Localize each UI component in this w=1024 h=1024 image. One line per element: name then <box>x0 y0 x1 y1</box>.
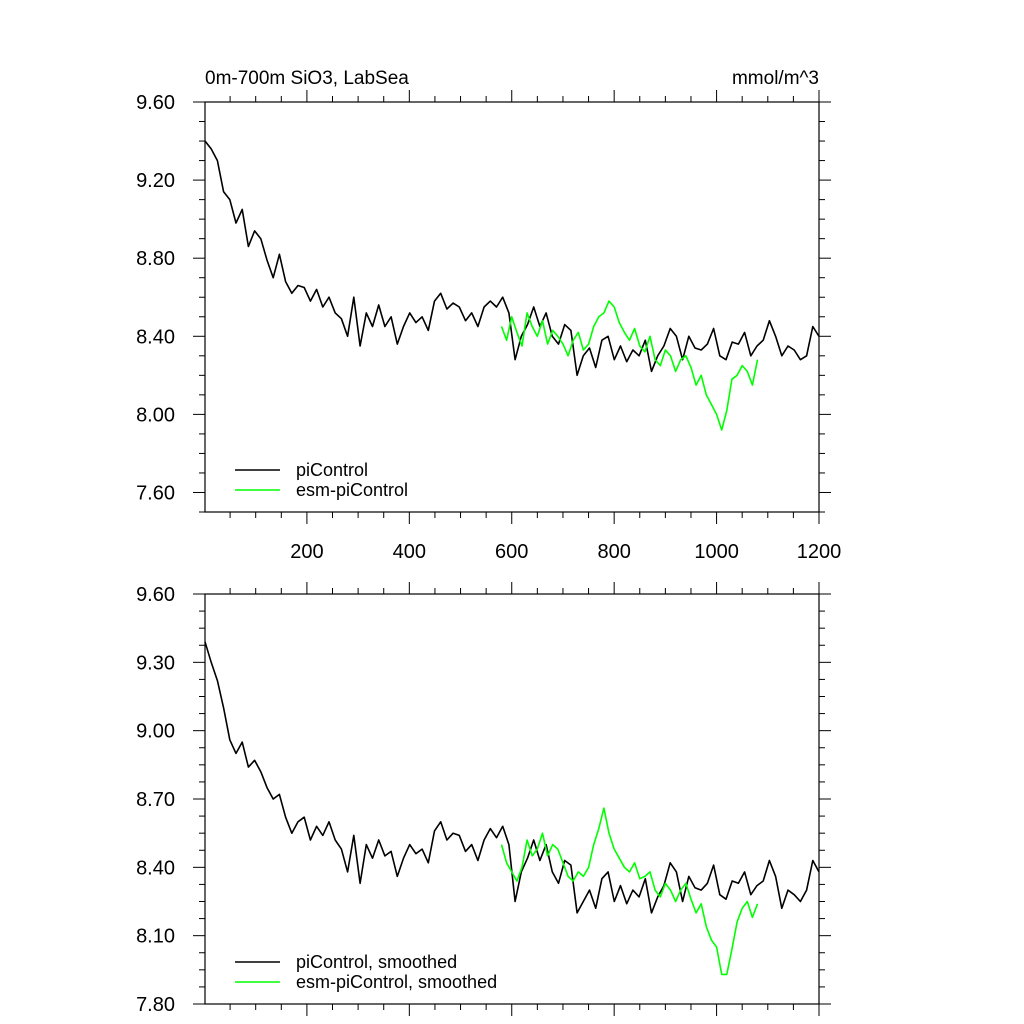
top-panel: 0m-700m SiO3, LabSea mmol/m^3 7.60 8.00 8.… <box>136 68 841 563</box>
bottom-series-group <box>204 641 820 976</box>
bottom-ytick-label: 8.40 <box>136 857 175 879</box>
top-xtick-label: 600 <box>495 541 528 563</box>
top-series-group <box>204 140 820 431</box>
top-xtick-label: 800 <box>597 541 630 563</box>
bottom-x-axis <box>229 582 820 1016</box>
bottom-ytick-label: 9.60 <box>136 584 175 606</box>
top-series-line-esm-picontrol <box>500 300 759 431</box>
legend-label-esm-picontrol: esm-piControl <box>296 480 408 500</box>
top-ytick-label: 9.20 <box>136 170 175 192</box>
top-y-axis: 7.60 8.00 8.40 8.80 9.20 9.60 <box>136 92 831 513</box>
top-ytick-label: 8.80 <box>136 248 175 270</box>
top-series-line-picontrol <box>204 140 820 377</box>
bottom-ytick-label: 9.30 <box>136 652 175 674</box>
top-ytick-label: 9.60 <box>136 92 175 114</box>
legend-label-esm-picontrol-smoothed: esm-piControl, smoothed <box>296 972 497 992</box>
bottom-ytick-label: 9.00 <box>136 721 175 743</box>
bottom-plot-frame <box>204 593 820 1005</box>
legend-label-picontrol: piControl <box>296 460 368 480</box>
bottom-legend: piControl, smoothed esm-piControl, smoot… <box>235 952 497 992</box>
bottom-ytick-label: 8.10 <box>136 926 175 948</box>
top-xtick-label: 200 <box>290 541 323 563</box>
top-ytick-label: 7.60 <box>136 482 175 504</box>
top-plot-frame <box>204 101 820 513</box>
bottom-ytick-label: 7.80 <box>136 994 175 1016</box>
bottom-series-line-esm-picontrol <box>500 807 759 976</box>
top-x-axis: 200 400 600 800 1000 1200 <box>229 90 842 563</box>
top-legend: piControl esm-piControl <box>235 460 408 500</box>
legend-label-picontrol-smoothed: piControl, smoothed <box>296 952 457 972</box>
top-xtick-label: 1200 <box>797 541 842 563</box>
top-xtick-label: 400 <box>393 541 426 563</box>
bottom-ytick-label: 8.70 <box>136 789 175 811</box>
top-chart-units: mmol/m^3 <box>732 68 819 89</box>
bottom-y-axis: 7.80 8.10 8.40 8.70 9.00 9.30 9.60 <box>136 584 831 1016</box>
top-ytick-label: 8.00 <box>136 404 175 426</box>
top-ytick-label: 8.40 <box>136 326 175 348</box>
top-xtick-label: 1000 <box>694 541 739 563</box>
top-chart-title: 0m-700m SiO3, LabSea <box>205 68 409 89</box>
bottom-panel: 7.80 8.10 8.40 8.70 9.00 9.30 9.60 piControl, … <box>136 582 831 1016</box>
